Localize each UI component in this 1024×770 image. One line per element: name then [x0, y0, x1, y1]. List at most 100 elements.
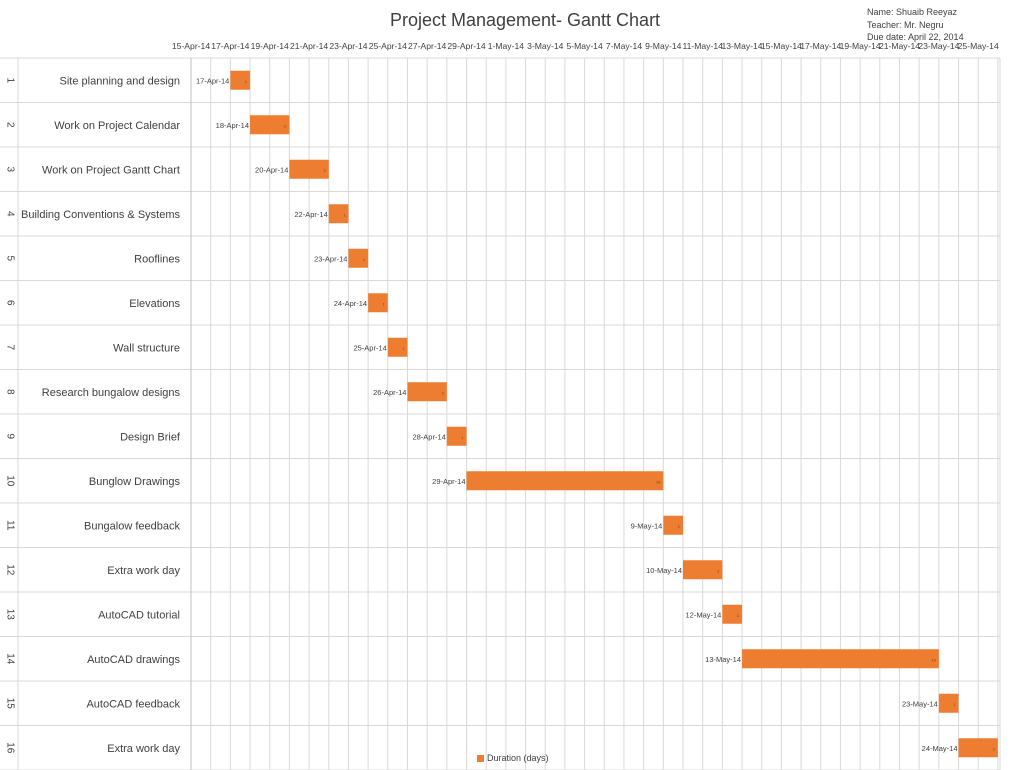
row-number: 12 [4, 564, 15, 576]
bar-start-label: 9-May-14 [631, 521, 663, 530]
bar-start-label: 18-Apr-14 [216, 121, 249, 130]
bar-start-label: 26-Apr-14 [373, 388, 406, 397]
task-label: Bunglow Drawings [89, 476, 181, 488]
task-label: Elevations [129, 298, 180, 310]
row-number: 15 [4, 698, 15, 710]
bar-duration-label: 2 [717, 568, 720, 573]
task-label: AutoCAD tutorial [98, 609, 180, 621]
gantt-bar [742, 649, 939, 669]
gantt-bar [958, 738, 998, 758]
gantt-bar [250, 115, 290, 135]
bar-duration-label: 1 [737, 613, 740, 618]
bar-start-label: 13-May-14 [705, 655, 741, 664]
task-label: Design Brief [120, 431, 181, 443]
task-label: AutoCAD drawings [87, 654, 180, 666]
legend-label: Duration (days) [487, 753, 549, 763]
gantt-bar [722, 604, 743, 624]
task-label: Site planning and design [60, 75, 180, 87]
task-label: AutoCAD feedback [86, 698, 180, 710]
gantt-bar [328, 204, 349, 224]
row-number: 10 [4, 475, 15, 487]
x-tick-label: 11-May-14 [682, 41, 723, 51]
bar-start-label: 23-May-14 [902, 699, 938, 708]
x-tick-label: 1-May-14 [488, 41, 525, 51]
x-tick-label: 15-Apr-14 [172, 41, 210, 51]
bar-duration-label: 1 [678, 524, 681, 529]
x-tick-label: 7-May-14 [606, 41, 643, 51]
chart-legend: Duration (days) [477, 753, 549, 763]
x-tick-label: 25-Apr-14 [369, 41, 407, 51]
task-label: Building Conventions & Systems [21, 209, 180, 221]
bar-start-label: 24-May-14 [922, 744, 958, 753]
row-number: 1 [4, 77, 15, 83]
bar-duration-label: 1 [953, 702, 956, 707]
bar-start-label: 17-Apr-14 [196, 76, 229, 85]
task-label: Extra work day [107, 743, 180, 755]
task-label: Wall structure [113, 342, 180, 354]
gantt-bar [387, 337, 408, 357]
student-info: Name: Shuaib Reeyaz Teacher: Mr. Negru D… [867, 6, 964, 44]
row-number: 13 [4, 609, 15, 621]
row-number: 8 [4, 389, 15, 395]
x-tick-label: 23-May-14 [918, 41, 959, 51]
x-tick-label: 21-May-14 [879, 41, 920, 51]
x-tick-label: 15-May-14 [761, 41, 802, 51]
task-label: Work on Project Calendar [54, 120, 180, 132]
bar-start-label: 29-Apr-14 [432, 477, 465, 486]
row-number: 9 [4, 433, 15, 439]
bar-start-label: 20-Apr-14 [255, 165, 288, 174]
bar-duration-label: 1 [245, 79, 248, 84]
bar-duration-label: 1 [343, 212, 346, 217]
gantt-bar [466, 471, 664, 491]
bar-start-label: 25-Apr-14 [353, 343, 386, 352]
bar-start-label: 23-Apr-14 [314, 254, 347, 263]
x-tick-label: 17-May-14 [800, 41, 841, 51]
task-label: Research bungalow designs [42, 387, 181, 399]
gantt-bar [663, 515, 683, 535]
x-tick-label: 27-Apr-14 [408, 41, 446, 51]
bar-start-label: 12-May-14 [686, 610, 722, 619]
x-tick-label: 5-May-14 [566, 41, 603, 51]
gantt-bar [289, 159, 329, 179]
row-number: 11 [4, 520, 15, 531]
gantt-bar [407, 382, 447, 402]
row-number: 14 [4, 653, 15, 665]
chart-title: Project Management- Gantt Chart [389, 10, 661, 30]
task-label: Bungalow feedback [84, 520, 181, 532]
bar-duration-label: 2 [284, 123, 287, 128]
bar-duration-label: 10 [931, 657, 936, 662]
info-teacher: Teacher: Mr. Negru [867, 19, 944, 30]
bar-start-label: 24-Apr-14 [334, 299, 367, 308]
bar-start-label: 22-Apr-14 [294, 210, 327, 219]
x-tick-label: 3-May-14 [527, 41, 564, 51]
task-label: Extra work day [107, 565, 180, 577]
bar-duration-label: 10 [656, 479, 661, 484]
row-number: 3 [4, 166, 15, 172]
legend-swatch [477, 754, 484, 762]
x-tick-label: 17-Apr-14 [211, 41, 249, 51]
row-number: 2 [4, 122, 15, 128]
gantt-bar [230, 70, 251, 90]
info-due-date: Due date: April 22, 2014 [867, 32, 964, 42]
bar-duration-label: 1 [383, 301, 386, 306]
row-number: 7 [4, 344, 15, 350]
row-number: 16 [4, 742, 15, 754]
gantt-bar [683, 560, 723, 580]
gantt-bar [348, 248, 369, 268]
row-number: 6 [4, 300, 15, 306]
gantt-bar [938, 693, 959, 713]
x-tick-label: 13-May-14 [722, 41, 763, 51]
bar-duration-label: 1 [461, 435, 464, 440]
x-tick-label: 29-Apr-14 [447, 41, 485, 51]
x-tick-label: 21-Apr-14 [290, 41, 328, 51]
info-name: Name: Shuaib Reeyaz [867, 7, 958, 17]
row-number: 5 [4, 255, 15, 261]
bar-duration-label: 2 [993, 746, 996, 751]
x-tick-label: 25-May-14 [958, 41, 999, 51]
bar-duration-label: 2 [442, 390, 445, 395]
row-number: 4 [4, 211, 15, 217]
x-tick-label: 19-May-14 [840, 41, 881, 51]
task-label: Work on Project Gantt Chart [42, 164, 180, 176]
